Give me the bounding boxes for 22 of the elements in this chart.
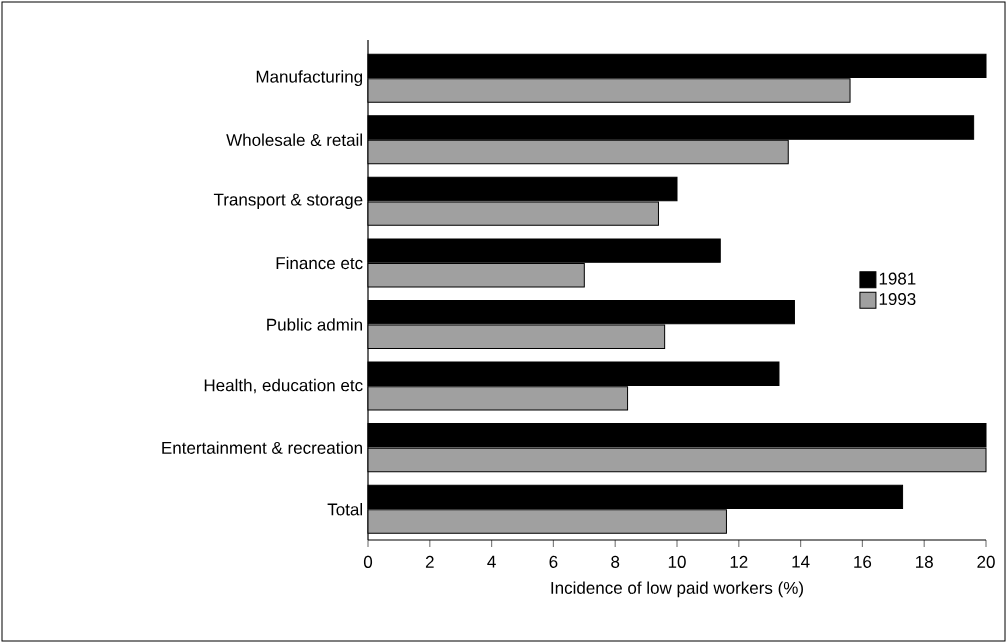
x-tick-label: 8 bbox=[611, 555, 620, 568]
x-tick-label: 16 bbox=[854, 555, 872, 568]
x-tick-label: 0 bbox=[363, 555, 373, 568]
y-tick-label: Finance etc bbox=[276, 256, 363, 270]
x-tick-label: 4 bbox=[487, 555, 496, 568]
y-tick-label: Total bbox=[327, 502, 363, 516]
x-axis-title: Incidence of low paid workers (%) bbox=[551, 581, 803, 598]
y-tick-label: Public admin bbox=[267, 318, 362, 331]
y-tick-label: Entertainment & recreation bbox=[162, 441, 362, 454]
x-tick-label: 12 bbox=[730, 555, 748, 568]
legend-label: 1993 bbox=[879, 293, 916, 306]
x-tick-label: 6 bbox=[549, 555, 558, 568]
x-tick-label: 10 bbox=[668, 555, 686, 568]
x-tick-label: 18 bbox=[916, 555, 933, 568]
x-tick-label: 14 bbox=[792, 555, 810, 568]
y-tick-label: Wholesale & retail bbox=[226, 133, 362, 146]
legend-label: 1981 bbox=[879, 272, 916, 285]
x-tick-label: 2 bbox=[425, 555, 434, 568]
x-tick-label: 20 bbox=[977, 555, 995, 568]
y-tick-label: Health, education etc bbox=[204, 378, 363, 394]
y-tick-label: Manufacturing bbox=[256, 70, 363, 87]
y-tick-label: Transport & storage bbox=[213, 193, 363, 209]
